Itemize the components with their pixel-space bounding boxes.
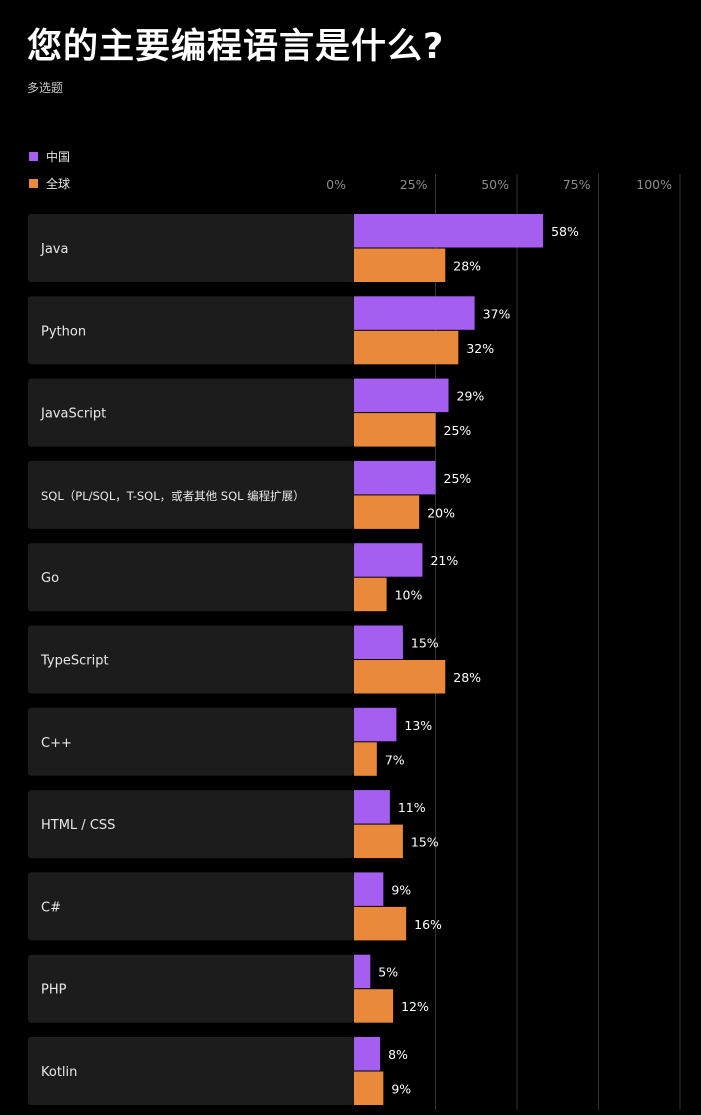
- row-background: [28, 625, 354, 694]
- data-label: 15%: [411, 835, 439, 850]
- legend-label-china: 中国: [46, 149, 71, 164]
- x-tick-label: 0%: [326, 177, 346, 192]
- data-label: 15%: [411, 636, 439, 651]
- category-label: Kotlin: [41, 1065, 77, 1080]
- data-label: 20%: [427, 505, 455, 520]
- bar-china: [354, 460, 436, 495]
- row-background: [28, 1037, 354, 1105]
- row-background: [28, 378, 354, 447]
- data-label: 25%: [444, 471, 472, 486]
- data-label: 25%: [444, 423, 472, 438]
- category-label: JavaScript: [40, 407, 106, 422]
- category-label: Python: [41, 324, 86, 339]
- data-label: 7%: [385, 752, 405, 767]
- bar-global: [354, 824, 403, 859]
- category-label: PHP: [41, 983, 67, 998]
- bar-global: [354, 906, 407, 941]
- row-background: [28, 543, 354, 612]
- bar-global: [354, 495, 420, 529]
- data-label: 8%: [388, 1047, 408, 1062]
- data-label: 58%: [551, 224, 579, 239]
- category-label: TypeScript: [40, 654, 109, 669]
- data-label: 11%: [398, 800, 426, 815]
- legend-swatch-china: [29, 151, 38, 161]
- bar-china: [354, 872, 384, 906]
- legend-item-global: 全球: [29, 175, 70, 191]
- row-background: [28, 296, 354, 365]
- bar-global: [354, 742, 377, 776]
- data-label: 28%: [453, 259, 481, 274]
- category-label: HTML / CSS: [41, 818, 115, 833]
- x-tick-label: 75%: [563, 177, 591, 192]
- bar-china: [354, 296, 475, 330]
- row-background: [28, 872, 354, 941]
- data-label: 12%: [401, 999, 429, 1014]
- row-background: [28, 954, 354, 1023]
- category-label: Go: [41, 571, 59, 586]
- bar-china: [354, 214, 544, 248]
- bar-global: [354, 330, 459, 365]
- data-label: 32%: [466, 341, 494, 356]
- data-label: 37%: [483, 306, 511, 321]
- bar-global: [354, 248, 446, 282]
- data-label: 16%: [414, 917, 442, 932]
- chart-subtitle: 多选题: [27, 81, 64, 95]
- bar-global: [354, 660, 446, 694]
- data-label: 29%: [457, 389, 485, 404]
- category-label: Java: [40, 242, 68, 257]
- category-label: C++: [41, 736, 72, 751]
- row-background: [28, 460, 354, 529]
- x-tick-label: 50%: [481, 177, 509, 192]
- bar-china: [354, 625, 403, 659]
- data-label: 10%: [395, 588, 423, 603]
- bar-china: [354, 543, 423, 577]
- legend-swatch-global: [29, 178, 38, 188]
- x-tick-label: 100%: [636, 177, 672, 192]
- data-label: 9%: [391, 1082, 411, 1097]
- row-background: [28, 707, 354, 776]
- bar-global: [354, 1071, 384, 1105]
- bar-china: [354, 954, 371, 989]
- category-label: SQL（PL/SQL，T-SQL，或者其他 SQL 编程扩展）: [41, 489, 305, 503]
- data-label: 13%: [404, 718, 432, 733]
- legend-label-global: 全球: [46, 176, 71, 191]
- category-label: C#: [41, 900, 61, 915]
- bar-china: [354, 1037, 381, 1071]
- bar-china: [354, 707, 397, 742]
- row-background: [28, 790, 354, 859]
- bar-china: [354, 790, 390, 824]
- chart-title: 您的主要编程语言是什么?: [27, 27, 445, 67]
- data-label: 21%: [430, 553, 458, 568]
- x-tick-label: 25%: [400, 177, 428, 192]
- legend-item-china: 中国: [29, 148, 70, 164]
- data-label: 28%: [453, 670, 481, 685]
- bar-global: [354, 413, 436, 447]
- data-label: 5%: [378, 965, 398, 980]
- bar-global: [354, 577, 387, 612]
- data-label: 9%: [391, 882, 411, 897]
- bar-china: [354, 378, 449, 413]
- row-background: [28, 214, 354, 282]
- bar-global: [354, 989, 394, 1023]
